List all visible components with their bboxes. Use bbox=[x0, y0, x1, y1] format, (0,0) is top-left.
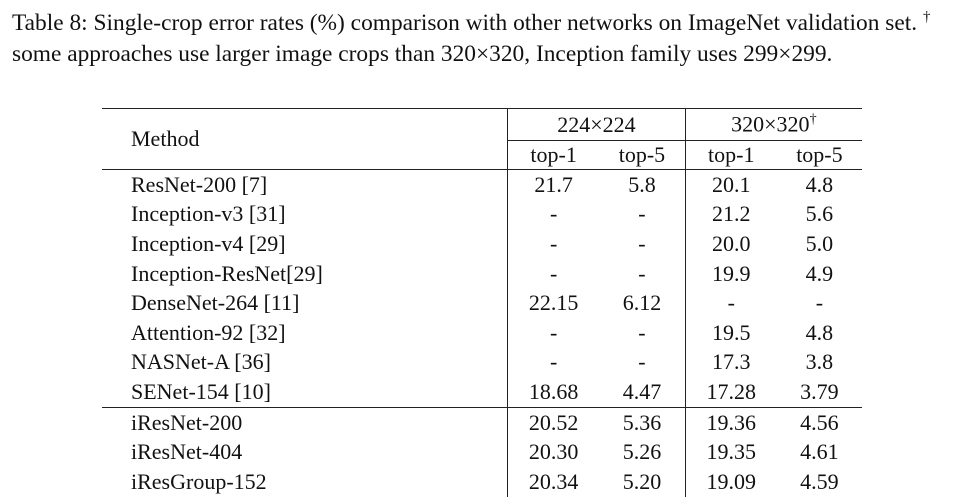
method-cell: iResGroup-152 bbox=[102, 466, 509, 497]
method-cell: NASNet-A [36] bbox=[102, 347, 509, 378]
value-cell: 5.26 bbox=[599, 437, 686, 467]
table-row: Inception-v3 [31] - -21.2 5.6 bbox=[102, 199, 862, 230]
group-label: 320×320 bbox=[731, 111, 810, 137]
value-cell: 18.68 bbox=[507, 377, 600, 408]
value-cell: 5.20 bbox=[599, 466, 686, 497]
value-cell: 19.35 bbox=[706, 439, 757, 465]
table-row: ResNet-200 [7] 21.7 5.8 20.1 4.8 bbox=[102, 169, 862, 200]
results-table: Method 224×224 320×320† top-1 top-5 top-1 top-… bbox=[102, 108, 862, 497]
value-cell: - bbox=[599, 347, 686, 378]
value-cell: - bbox=[549, 319, 558, 345]
value-cell: 20.52 bbox=[528, 409, 579, 435]
value-cell: 3.8 bbox=[805, 349, 834, 375]
method-cell: Inception-v3 [31] bbox=[102, 199, 509, 230]
value-cell: 3.79 bbox=[776, 377, 862, 408]
table-row: SENet-154 [10] 18.68 4.47 17.28 3.79 bbox=[102, 377, 862, 408]
value-cell: - bbox=[599, 199, 686, 230]
method-cell: Inception-ResNet[29] bbox=[102, 258, 509, 289]
value-cell: 19.36 bbox=[706, 409, 757, 435]
value-cell: - bbox=[815, 290, 824, 316]
value-cell: - bbox=[549, 260, 558, 286]
method-cell: Attention-92 [32] bbox=[102, 317, 509, 348]
header-row: Method 224×224 320×320† bbox=[102, 108, 862, 170]
column-header: top-1 bbox=[507, 140, 600, 170]
header-row: top-1 top-5 top-1 top-5 bbox=[102, 140, 862, 170]
table-row: iResNet-404 20.30 5.26 19.35 4.61 bbox=[102, 437, 862, 467]
value-cell: 19.5 bbox=[712, 319, 751, 345]
table-row: Inception-ResNet[29] - -19.9 4.9 bbox=[102, 258, 862, 289]
dagger: † bbox=[922, 9, 931, 26]
method-cell: iResNet-200 bbox=[102, 407, 509, 438]
value-cell: 20.34 bbox=[528, 468, 579, 494]
group-header: 224×224 bbox=[507, 108, 686, 141]
value-cell: 6.12 bbox=[599, 288, 686, 318]
method-cell: SENet-154 [10] bbox=[102, 377, 509, 408]
group-header: 320×320† bbox=[685, 108, 862, 141]
value-cell: 5.6 bbox=[805, 201, 834, 227]
value-cell: 20.0 bbox=[712, 230, 751, 256]
value-cell: 5.8 bbox=[599, 169, 686, 200]
group-label: 224×224 bbox=[557, 111, 636, 137]
method-cell: DenseNet-264 [11] bbox=[102, 288, 509, 318]
value-cell: 22.15 bbox=[528, 290, 579, 316]
value-cell: 20.30 bbox=[528, 439, 579, 465]
value-cell: 21.2 bbox=[712, 201, 751, 227]
column-header: top-5 bbox=[599, 140, 686, 170]
value-cell: - bbox=[599, 317, 686, 348]
value-cell: 17.3 bbox=[712, 349, 751, 375]
caption-rest: some approaches use larger image crops t… bbox=[12, 41, 833, 67]
value-cell: 4.9 bbox=[805, 260, 834, 286]
value-cell: 5.36 bbox=[599, 407, 686, 438]
value-cell: - bbox=[549, 201, 558, 227]
column-header: top-5 bbox=[776, 140, 862, 170]
header-cell: Method bbox=[102, 108, 509, 170]
value-cell: - bbox=[549, 230, 558, 256]
value-cell: - bbox=[599, 229, 686, 259]
table-row: Inception-v4 [29] - -20.0 5.0 bbox=[102, 229, 862, 259]
table-row: iResNet-200 20.52 5.36 19.36 4.56 bbox=[102, 407, 862, 438]
group-mark: † bbox=[809, 112, 817, 128]
value-cell: 4.8 bbox=[805, 319, 834, 345]
method-cell: Inception-v4 [29] bbox=[102, 229, 509, 259]
value-cell: 4.59 bbox=[800, 468, 839, 494]
value-cell: 5.0 bbox=[805, 230, 834, 256]
value-cell: 19.09 bbox=[706, 468, 757, 494]
value-cell: 21.7 bbox=[534, 171, 573, 197]
value-cell: 19.9 bbox=[712, 260, 751, 286]
value-cell: 4.56 bbox=[800, 409, 839, 435]
method-cell: iResNet-404 bbox=[102, 437, 509, 467]
value-cell: 17.28 bbox=[685, 377, 777, 408]
column-header: top-1 bbox=[685, 140, 777, 170]
caption-lead: Table 8: Single-crop error rates (%) com… bbox=[12, 10, 918, 36]
caption: Table 8: Single-crop error rates (%) com… bbox=[12, 8, 952, 70]
table-row: iResGroup-152 20.34 5.20 19.09 4.59 bbox=[102, 466, 862, 497]
value-cell: - bbox=[549, 349, 558, 375]
table-row: DenseNet-264 [11] 22.15 6.12 - - bbox=[102, 288, 862, 318]
value-cell: - bbox=[727, 290, 735, 316]
method-cell: ResNet-200 [7] bbox=[102, 169, 509, 200]
table-row: Attention-92 [32] - -19.5 4.8 bbox=[102, 317, 862, 348]
value-cell: 4.61 bbox=[800, 439, 839, 465]
value-cell: 4.47 bbox=[599, 377, 686, 408]
value-cell: 20.1 bbox=[712, 171, 751, 197]
value-cell: 4.8 bbox=[805, 171, 834, 197]
table-row: NASNet-A [36] - -17.3 3.8 bbox=[102, 347, 862, 378]
value-cell: - bbox=[599, 258, 686, 289]
